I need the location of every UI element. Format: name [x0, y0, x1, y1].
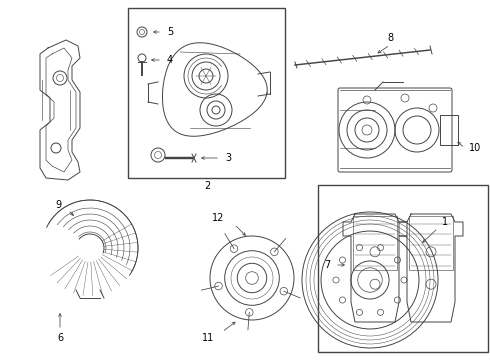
- Text: 5: 5: [167, 27, 173, 37]
- Bar: [409, 216, 453, 270]
- Bar: [440, 115, 458, 145]
- Text: 8: 8: [387, 33, 393, 43]
- Text: 3: 3: [225, 153, 231, 163]
- Text: 9: 9: [55, 200, 61, 210]
- Bar: [353, 216, 397, 270]
- Text: 4: 4: [167, 55, 173, 65]
- Text: 11: 11: [202, 333, 214, 343]
- Text: 1: 1: [442, 217, 448, 227]
- Text: 10: 10: [469, 143, 481, 153]
- Text: 12: 12: [212, 213, 224, 223]
- Text: 2: 2: [204, 181, 210, 191]
- Bar: [318, 185, 488, 352]
- Text: 7: 7: [324, 260, 330, 270]
- Text: 6: 6: [57, 333, 63, 343]
- Bar: [128, 8, 285, 178]
